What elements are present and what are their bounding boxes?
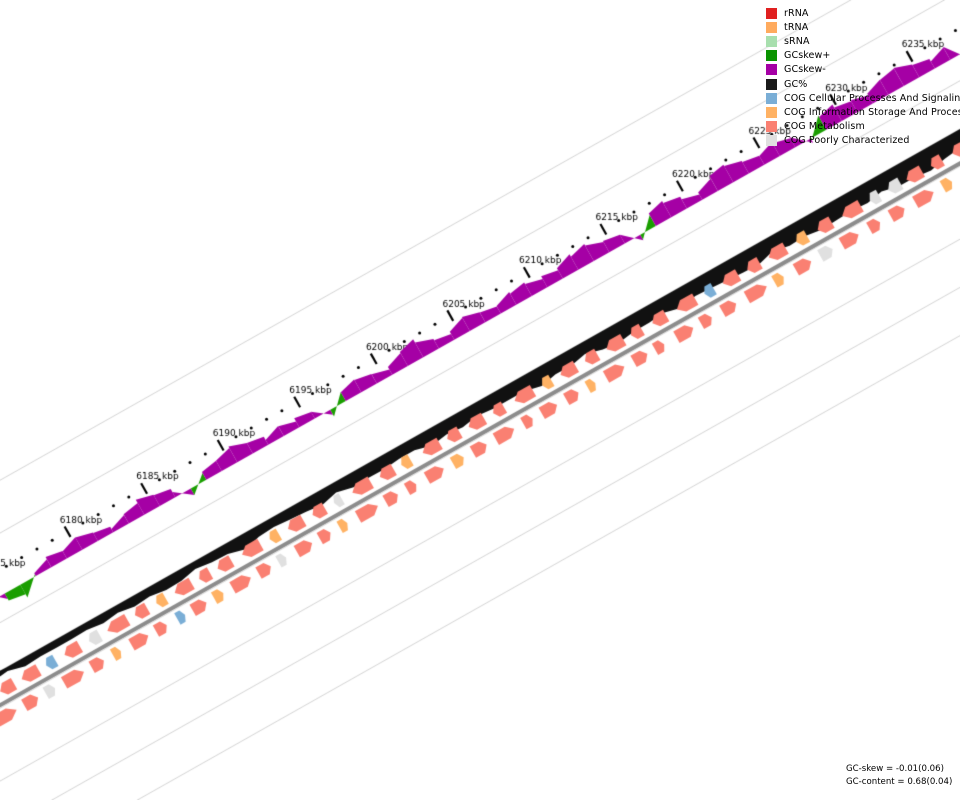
legend-item-label: COG Metabolism <box>784 121 865 133</box>
legend-item-label: sRNA <box>784 35 810 47</box>
legend-item: COG Information Storage And Processing <box>766 105 960 119</box>
legend-item: rRNA <box>766 6 960 20</box>
legend-item-label: GCskew+ <box>784 50 831 62</box>
color-swatch <box>766 121 777 133</box>
legend-item: COG Poorly Characterized <box>766 134 960 148</box>
color-swatch <box>766 135 777 147</box>
legend-item: GC% <box>766 77 960 91</box>
legend-item-label: rRNA <box>784 7 809 19</box>
color-swatch <box>766 7 777 19</box>
legend-item-label: GC% <box>784 78 808 90</box>
legend-item-label: COG Poorly Characterized <box>784 135 910 147</box>
legend-item: COG Cellular Processes And Signaling <box>766 91 960 105</box>
color-swatch <box>766 50 777 62</box>
legend-item: COG Metabolism <box>766 120 960 134</box>
legend-item: GCskew+ <box>766 49 960 63</box>
legend-item-label: GCskew- <box>784 64 826 76</box>
legend-item: sRNA <box>766 34 960 48</box>
gc-skew-stat: GC-skew = -0.01(0.06) <box>846 764 944 774</box>
legend-item-label: COG Cellular Processes And Signaling <box>784 92 960 104</box>
legend-item: GCskew- <box>766 63 960 77</box>
legend-item: tRNA <box>766 20 960 34</box>
color-swatch <box>766 92 777 104</box>
color-swatch <box>766 64 777 76</box>
color-swatch <box>766 35 777 47</box>
legend-item-label: tRNA <box>784 21 809 33</box>
track-legend: rRNA tRNA sRNA GCskew+ GCskew- GC% COG Cellula… <box>766 6 960 148</box>
sequence-statistics: GC-skew = -0.01(0.06) GC-content = 0.68(… <box>846 763 952 789</box>
color-swatch <box>766 78 777 90</box>
color-swatch <box>766 21 777 33</box>
legend-item-label: COG Information Storage And Processing <box>784 106 960 118</box>
color-swatch <box>766 106 777 118</box>
gc-content-stat: GC-content = 0.68(0.04) <box>846 777 953 787</box>
